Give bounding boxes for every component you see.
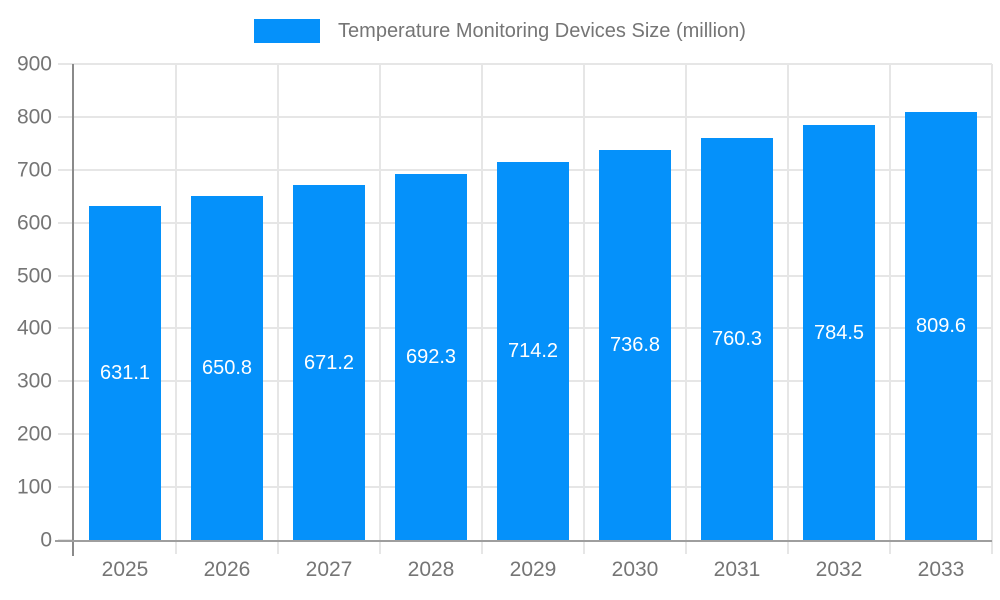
x-gridline xyxy=(481,64,483,554)
y-axis-label: 600 xyxy=(16,211,52,235)
legend-swatch xyxy=(254,19,321,43)
y-axis-tick xyxy=(58,115,74,118)
x-gridline xyxy=(583,64,585,554)
x-axis-label: 2032 xyxy=(815,558,863,581)
bar[interactable]: 760.3 xyxy=(701,137,773,540)
y-axis-tick xyxy=(58,486,74,489)
legend-label: Temperature Monitoring Devices Size (mil… xyxy=(338,19,746,42)
y-axis-label: 200 xyxy=(16,422,52,446)
x-gridline xyxy=(787,64,789,554)
y-axis-label: 100 xyxy=(16,475,52,499)
y-axis-tick xyxy=(58,63,74,65)
y-gridline xyxy=(74,115,992,118)
y-axis-label: 300 xyxy=(16,369,52,393)
bar-value-label: 714.2 xyxy=(507,340,559,363)
x-gridline xyxy=(684,64,687,554)
x-gridline xyxy=(991,64,993,554)
y-axis-tick xyxy=(58,380,74,383)
bar[interactable]: 650.8 xyxy=(191,195,263,540)
x-axis-label: 2026 xyxy=(203,558,251,581)
bar[interactable]: 809.6 xyxy=(905,111,977,540)
bar[interactable]: 714.2 xyxy=(497,162,569,540)
y-axis-label: 900 xyxy=(16,52,52,76)
bar-value-label: 671.2 xyxy=(303,351,355,374)
bar-value-label: 692.3 xyxy=(405,345,457,368)
y-axis-tick xyxy=(58,433,74,436)
bar[interactable]: 784.5 xyxy=(803,125,875,540)
y-axis-label: 400 xyxy=(16,316,52,340)
y-axis-label: 800 xyxy=(16,105,52,129)
legend[interactable]: Temperature Monitoring Devices Size (mil… xyxy=(0,19,1000,43)
y-axis-tick xyxy=(58,168,74,171)
plot-area: 0 100 200 300 400 500 600 700 800 900 631.1 2025 650… xyxy=(17,54,993,581)
x-axis-line xyxy=(55,540,992,542)
bar-value-label: 650.8 xyxy=(201,356,253,379)
bar-value-label: 631.1 xyxy=(99,362,151,385)
x-axis-label: 2029 xyxy=(509,558,557,581)
x-axis-label: 2025 xyxy=(101,558,149,581)
x-gridline xyxy=(175,64,177,554)
x-gridline xyxy=(889,64,891,554)
x-gridline xyxy=(277,64,279,554)
x-axis-label: 2033 xyxy=(917,558,965,581)
y-axis-tick xyxy=(58,327,74,330)
bar-value-label: 736.8 xyxy=(609,334,661,357)
bar-value-label: 809.6 xyxy=(915,314,967,337)
y-axis-line xyxy=(72,64,74,556)
x-axis-label: 2030 xyxy=(611,558,659,581)
bar[interactable]: 631.1 xyxy=(89,206,161,540)
bar[interactable]: 671.2 xyxy=(293,185,365,540)
y-axis-tick xyxy=(58,274,74,277)
bar[interactable]: 736.8 xyxy=(599,150,671,540)
y-axis-tick xyxy=(58,221,74,224)
x-axis-label: 2031 xyxy=(713,558,761,581)
x-gridline xyxy=(378,64,381,554)
x-axis-label: 2027 xyxy=(305,558,353,581)
y-axis-label: 0 xyxy=(40,528,52,552)
y-axis-label: 500 xyxy=(16,264,52,288)
bar-value-label: 784.5 xyxy=(813,321,865,344)
y-gridline xyxy=(74,63,992,65)
bar-value-label: 760.3 xyxy=(711,327,763,350)
x-axis-label: 2028 xyxy=(407,558,455,581)
bar[interactable]: 692.3 xyxy=(395,173,467,540)
y-axis-label: 700 xyxy=(16,158,52,182)
